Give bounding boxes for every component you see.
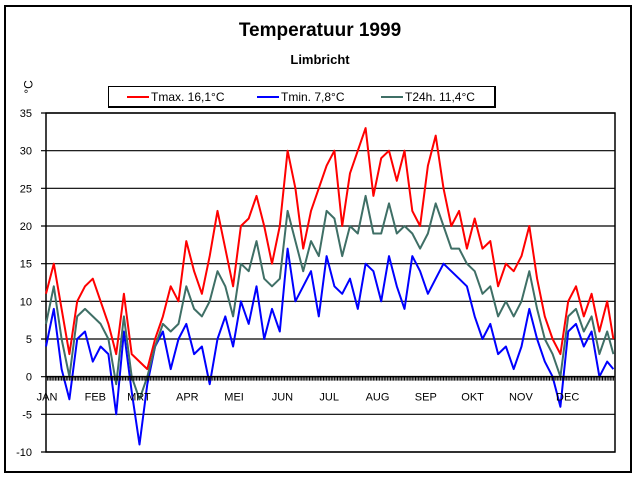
legend-swatch-tmax — [127, 95, 149, 98]
legend-label-t24h: T24h. 11,4°C — [405, 90, 475, 104]
y-tick-label: 35 — [20, 108, 32, 120]
y-tick-label: 5 — [26, 334, 32, 346]
series-line-tmin — [45, 247, 615, 446]
x-tick-label: DEC — [556, 392, 579, 404]
y-tick-label: -10 — [16, 447, 32, 459]
x-tick-label: OKT — [461, 392, 484, 404]
legend: Tmax. 16,1°C Tmin. 7,8°C T24h. 11,4°C — [108, 86, 496, 108]
legend-item-t24h: T24h. 11,4°C — [381, 90, 475, 104]
y-tick-label: 20 — [20, 221, 32, 233]
legend-swatch-t24h — [381, 95, 403, 98]
x-tick-label: MEI — [224, 392, 244, 404]
series-line-t24h — [45, 194, 615, 401]
chart-subtitle: Limbricht — [290, 52, 350, 67]
series-line-tmax — [45, 127, 615, 371]
x-tick-label: MRT — [127, 392, 151, 404]
y-tick-label: 30 — [20, 146, 32, 158]
legend-label-tmax: Tmax. 16,1°C — [151, 90, 225, 104]
y-tick-label: 0 — [26, 372, 32, 384]
x-tick-label: AUG — [366, 392, 390, 404]
chart-title: Temperatuur 1999 — [238, 20, 402, 41]
legend-swatch-tmin — [257, 95, 279, 98]
x-tick-label: JUL — [319, 392, 339, 404]
y-tick-label: 25 — [20, 183, 32, 195]
x-tick-label: JAN — [37, 392, 58, 404]
x-tick-label: SEP — [415, 392, 437, 404]
chart-frame — [4, 5, 632, 473]
y-tick-label: 10 — [20, 296, 32, 308]
y-tick-label: -5 — [22, 409, 32, 421]
x-tick-label: NOV — [509, 392, 534, 404]
legend-label-tmin: Tmin. 7,8°C — [281, 90, 345, 104]
x-axis-day-ticks — [45, 376, 616, 381]
x-tick-label: FEB — [85, 392, 106, 404]
x-tick-label: APR — [176, 392, 199, 404]
y-tick-label: 15 — [20, 259, 32, 271]
x-tick-label: JUN — [272, 392, 293, 404]
legend-item-tmin: Tmin. 7,8°C — [257, 90, 344, 104]
legend-item-tmax: Tmax. 16,1°C — [127, 90, 225, 104]
